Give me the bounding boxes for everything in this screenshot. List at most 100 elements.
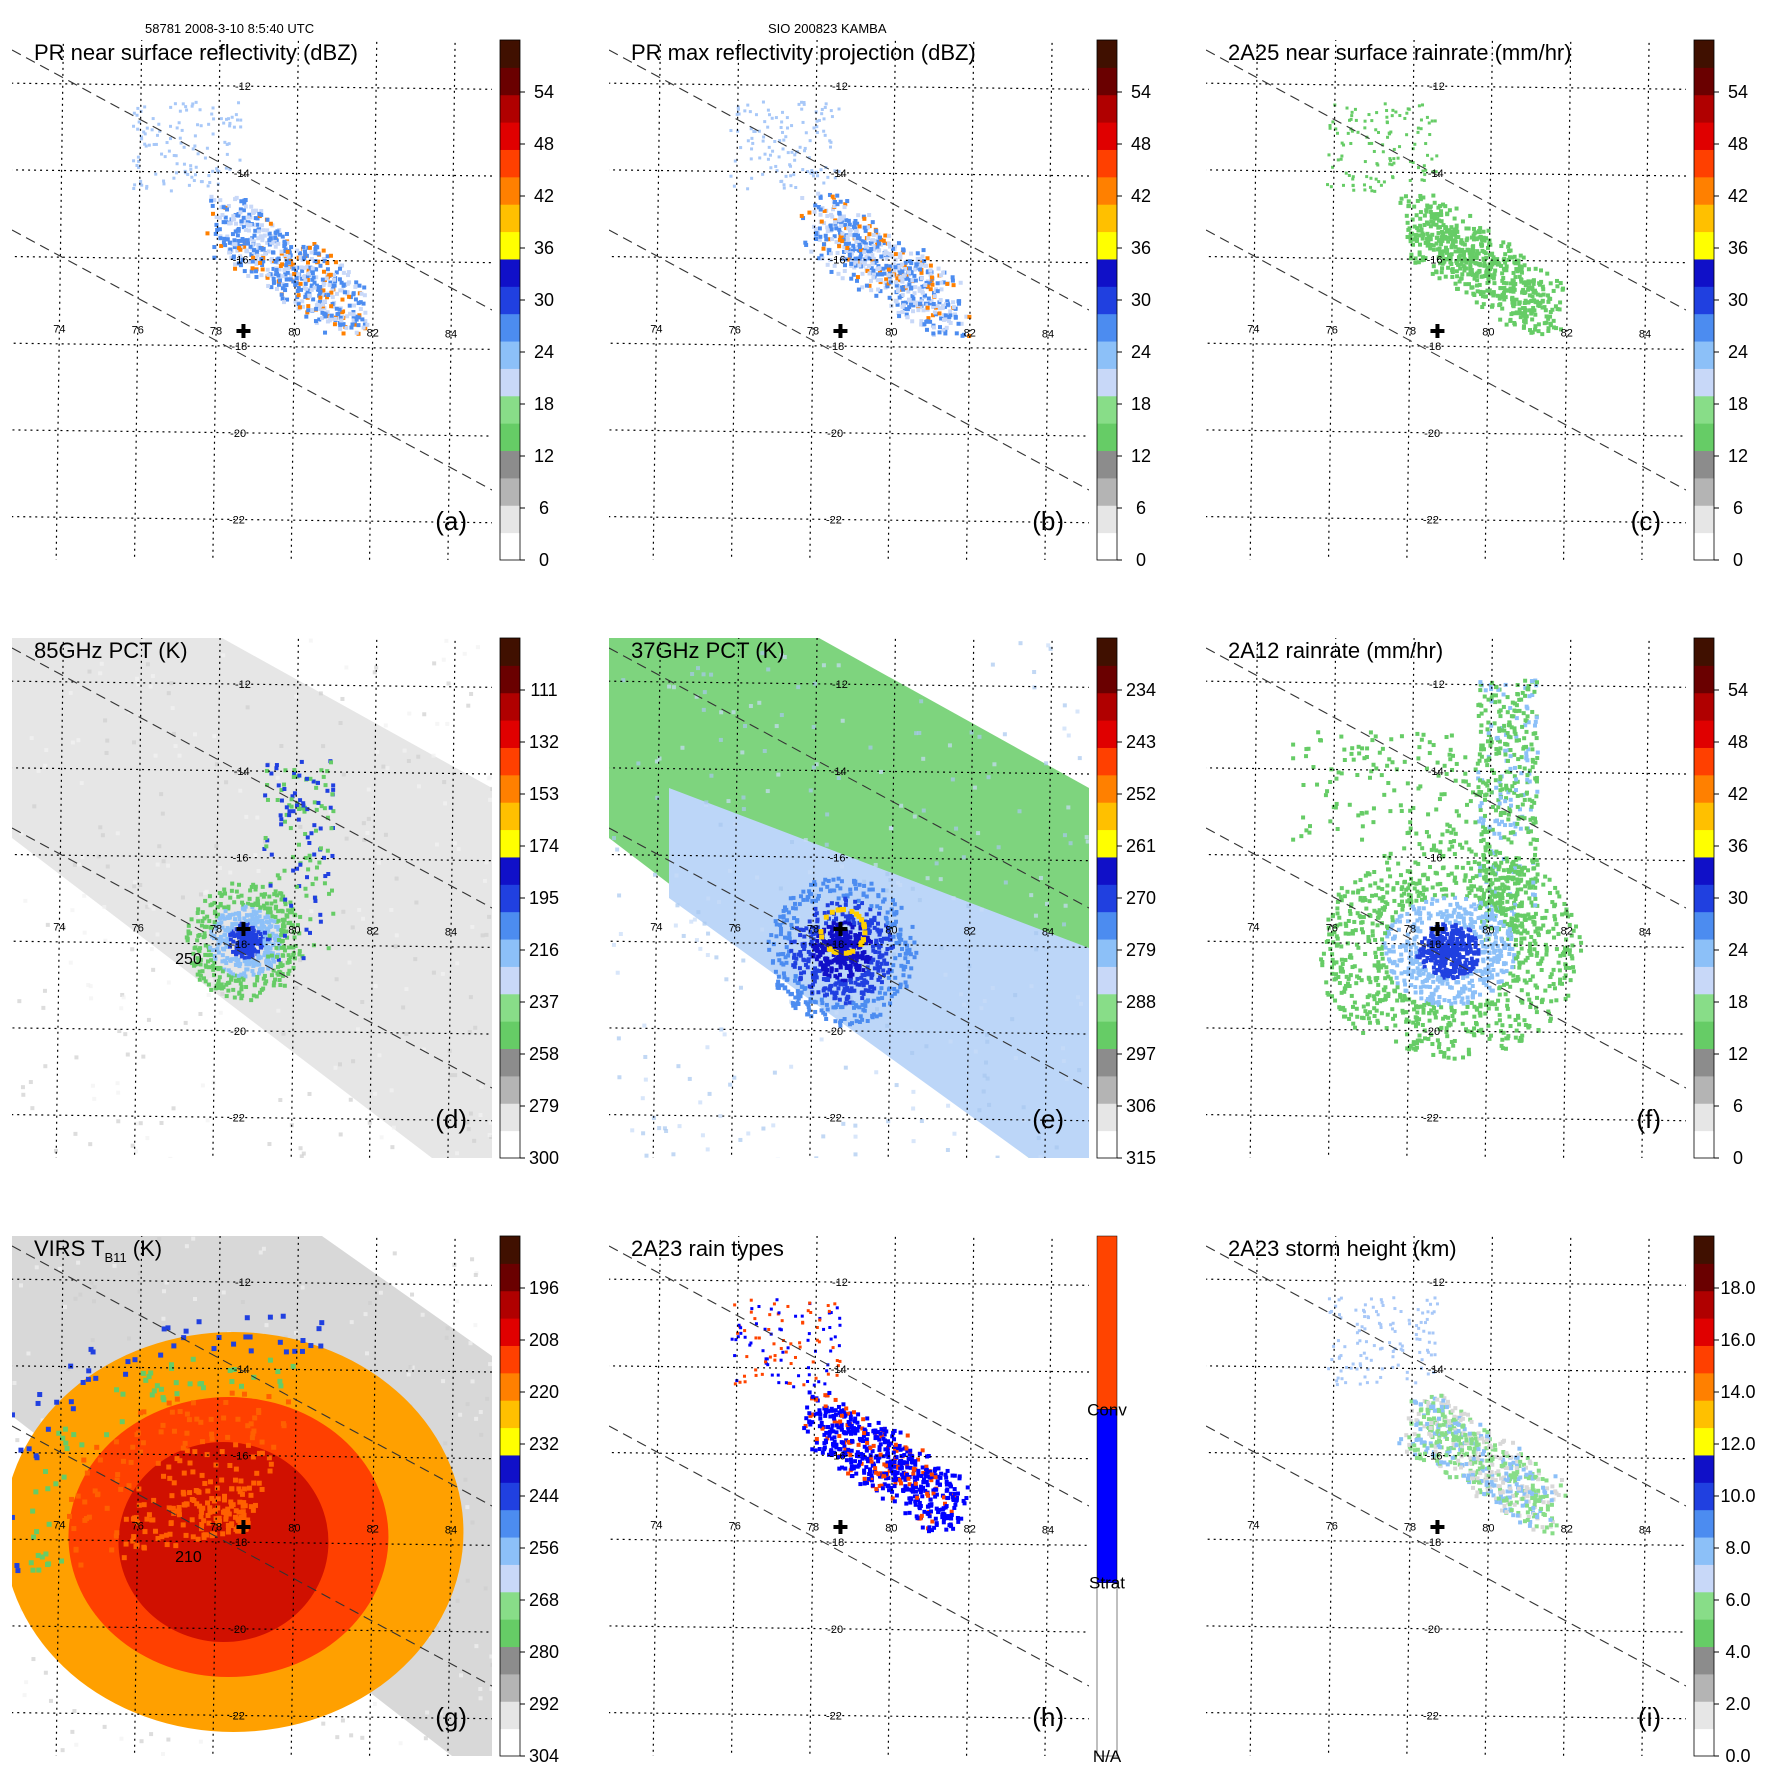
data-cell [945, 281, 950, 286]
data-cell [227, 250, 232, 255]
data-cell [283, 272, 288, 277]
data-cell [196, 152, 200, 156]
data-cell [178, 109, 182, 113]
data-cell [224, 994, 229, 999]
texture-cell [1077, 1068, 1082, 1073]
swath-edge-south [609, 827, 1089, 1089]
data-cell [200, 180, 204, 184]
data-cell [811, 953, 816, 958]
data-cell [814, 968, 819, 973]
data-cell [331, 911, 336, 916]
data-cell [884, 951, 889, 956]
data-cell [862, 247, 867, 252]
colorbar-tick-label: 270 [1126, 888, 1156, 908]
data-cell [1441, 223, 1446, 228]
data-cell [256, 242, 261, 247]
texture-cell [480, 933, 485, 938]
data-cell [867, 256, 872, 261]
data-cell [274, 945, 279, 950]
data-cell [1406, 227, 1411, 232]
data-cell [214, 214, 219, 219]
data-cell [1513, 275, 1518, 280]
texture-cell [612, 836, 617, 841]
data-cell [893, 252, 898, 257]
data-cell [1516, 261, 1521, 266]
texture-cell [344, 665, 349, 670]
data-cell [275, 952, 280, 957]
data-cell [951, 300, 956, 305]
panel-title: PR near surface reflectivity (dBZ) [34, 40, 358, 65]
data-cell [269, 953, 274, 958]
data-cell [943, 315, 948, 320]
data-cell [274, 766, 279, 771]
data-cell [313, 898, 318, 903]
data-cell [217, 985, 222, 990]
texture-cell [279, 743, 284, 748]
data-cell [1430, 232, 1435, 237]
texture-cell [1032, 670, 1037, 675]
data-cell [1392, 157, 1396, 161]
data-cell [833, 958, 838, 963]
data-cell [301, 806, 306, 811]
colorbar-segment [1097, 1021, 1117, 1050]
data-cell [920, 254, 925, 259]
data-cell [840, 239, 845, 244]
data-cell [792, 173, 796, 177]
data-cell [796, 952, 801, 957]
data-cell [1480, 248, 1485, 253]
texture-cell [447, 1048, 452, 1053]
data-cell [838, 963, 843, 968]
pr-swath-data [1291, 678, 1540, 942]
data-cell [154, 172, 158, 176]
colorbar-segment [1694, 40, 1714, 68]
data-cell [781, 971, 786, 976]
data-cell [1424, 142, 1428, 146]
data-cell [349, 325, 354, 330]
data-cell [254, 256, 259, 261]
texture-cell [367, 1120, 372, 1125]
data-cell [923, 263, 928, 268]
data-cell [1415, 198, 1420, 203]
data-cell [235, 959, 240, 964]
texture-cell [228, 870, 233, 875]
data-cell [843, 950, 849, 956]
data-cell [1514, 863, 1519, 868]
data-cell [247, 260, 252, 265]
lat-gridline [609, 1027, 1089, 1035]
data-cell [896, 932, 901, 937]
texture-cell [402, 748, 407, 753]
data-cell [804, 131, 808, 135]
data-cell [285, 297, 290, 302]
data-cell [219, 205, 224, 210]
data-cell [282, 782, 287, 787]
data-cell [782, 975, 787, 980]
data-cell [913, 278, 918, 283]
data-cell [736, 129, 740, 133]
texture-cell [198, 892, 203, 897]
data-cell [278, 276, 283, 281]
colorbar-segment [500, 395, 520, 424]
texture-cell [839, 864, 844, 869]
lon-tick-label: 84 [445, 329, 457, 341]
data-cell [278, 983, 283, 988]
data-cell [277, 278, 282, 283]
data-cell [847, 222, 852, 227]
texture-cell [771, 1123, 776, 1128]
data-cell [209, 929, 214, 934]
data-cell [844, 965, 849, 970]
data-cell [326, 871, 331, 876]
data-cell [916, 262, 921, 267]
data-cell [884, 265, 889, 270]
texture-cell [636, 761, 641, 766]
data-cell [283, 899, 288, 904]
data-cell [351, 310, 356, 315]
data-cell [862, 225, 867, 230]
data-cell [831, 877, 836, 882]
data-cell [801, 216, 806, 221]
data-cell [313, 251, 318, 256]
texture-cell [391, 1125, 396, 1130]
data-cell [239, 954, 244, 959]
data-cell [310, 277, 315, 282]
data-cell [811, 944, 816, 949]
colorbar-segment [1097, 286, 1117, 315]
